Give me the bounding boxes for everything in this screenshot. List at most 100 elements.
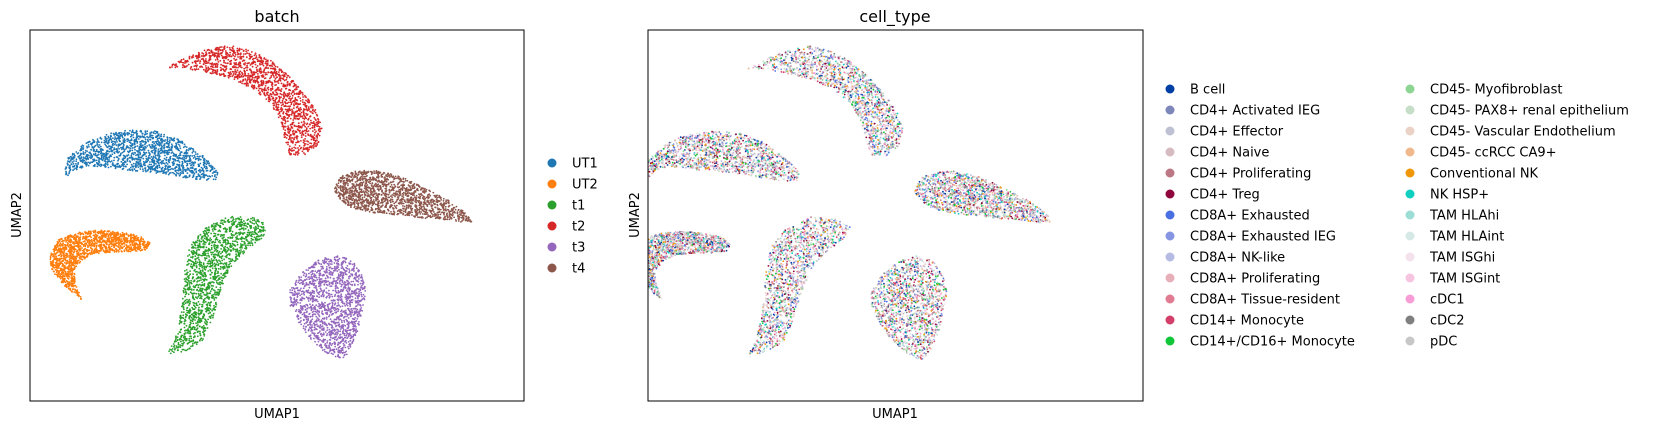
- batch-point: [70, 240, 73, 243]
- batch-point: [88, 151, 91, 154]
- batch-point: [173, 158, 175, 161]
- batch-point: [133, 240, 135, 243]
- batch-point: [104, 154, 107, 156]
- batch-point: [79, 238, 82, 241]
- batch-point: [78, 261, 81, 264]
- batch-point: [207, 252, 209, 255]
- batch-point: [91, 142, 94, 145]
- batch-point: [196, 320, 199, 323]
- batch-point: [75, 151, 78, 153]
- batch-point: [192, 339, 195, 342]
- batch-point: [199, 297, 201, 300]
- batch-point: [87, 144, 90, 146]
- batch-point: [153, 153, 156, 155]
- batch-point: [286, 105, 288, 108]
- batch-point: [54, 245, 56, 248]
- batch-point: [194, 268, 196, 271]
- batch-point: [197, 312, 200, 315]
- batch-point: [232, 47, 234, 50]
- batch-point: [202, 163, 205, 166]
- batch-point: [126, 160, 129, 162]
- batch-point: [98, 144, 101, 146]
- batch-point: [186, 276, 189, 278]
- batch-point: [118, 147, 120, 150]
- batch-point: [136, 145, 139, 147]
- batch-point: [113, 156, 116, 159]
- batch-point: [60, 238, 63, 241]
- batch-point: [144, 138, 147, 141]
- batch-point: [173, 351, 175, 354]
- batch-point: [87, 231, 90, 234]
- batch-point: [209, 240, 211, 242]
- batch-point: [129, 240, 132, 242]
- batch-point: [236, 69, 239, 72]
- batch-point: [302, 96, 304, 98]
- batch-point: [135, 130, 138, 133]
- batch-point: [104, 143, 106, 146]
- batch-point: [190, 316, 193, 319]
- batch-point: [200, 166, 203, 169]
- batch-point: [183, 333, 186, 335]
- batch-point: [93, 231, 95, 234]
- batch-point: [106, 142, 108, 144]
- batch-point: [73, 272, 76, 275]
- batch-point: [200, 319, 203, 321]
- batch-point: [179, 344, 182, 347]
- batch-point: [108, 160, 110, 163]
- batch-point: [247, 229, 250, 232]
- batch-point: [72, 236, 75, 239]
- batch-point: [116, 231, 119, 234]
- batch-point: [317, 117, 319, 120]
- batch-point: [112, 162, 114, 164]
- batch-point: [202, 173, 205, 176]
- batch-point: [67, 275, 70, 277]
- batch-point: [110, 160, 113, 162]
- batch-point: [225, 251, 228, 254]
- batch-point: [130, 237, 133, 240]
- batch-point: [190, 345, 192, 348]
- batch-point: [209, 62, 212, 65]
- batch-point: [190, 288, 193, 291]
- batch-point: [77, 237, 80, 240]
- batch-point: [85, 164, 88, 167]
- batch-point: [220, 272, 223, 275]
- batch-point: [183, 143, 186, 146]
- batch-point: [78, 231, 81, 234]
- batch-point: [135, 162, 137, 165]
- batch-point: [254, 63, 257, 66]
- batch-point: [171, 139, 174, 142]
- batch-point: [206, 265, 209, 267]
- batch-point: [270, 89, 272, 92]
- batch-cluster-t1: [168, 215, 266, 355]
- batch-point: [162, 139, 165, 142]
- batch-point: [310, 119, 312, 122]
- batch-point: [56, 240, 59, 243]
- batch-point: [158, 150, 161, 153]
- batch-point: [192, 301, 195, 304]
- batch-point: [155, 142, 158, 145]
- batch-point: [226, 266, 229, 269]
- batch-point: [75, 291, 78, 293]
- batch-point: [178, 322, 181, 325]
- batch-point: [124, 156, 127, 159]
- batch-point: [129, 129, 131, 132]
- batch-point: [80, 159, 83, 162]
- batch-point: [221, 51, 223, 54]
- batch-point: [184, 349, 187, 352]
- batch-point: [53, 255, 56, 257]
- batch-point: [209, 175, 212, 178]
- batch-point: [189, 273, 192, 276]
- batch-point: [175, 337, 177, 340]
- batch-point: [297, 122, 300, 125]
- batch-point: [87, 161, 90, 164]
- batch-point: [162, 162, 165, 165]
- batch-point: [135, 170, 138, 172]
- batch-point: [121, 162, 124, 165]
- batch-point: [232, 240, 234, 243]
- batch-point: [192, 289, 195, 291]
- batch-point: [214, 308, 217, 311]
- batch-point: [127, 154, 130, 156]
- batch-point: [73, 267, 76, 270]
- batch-point: [60, 276, 63, 278]
- batch-point: [87, 164, 90, 167]
